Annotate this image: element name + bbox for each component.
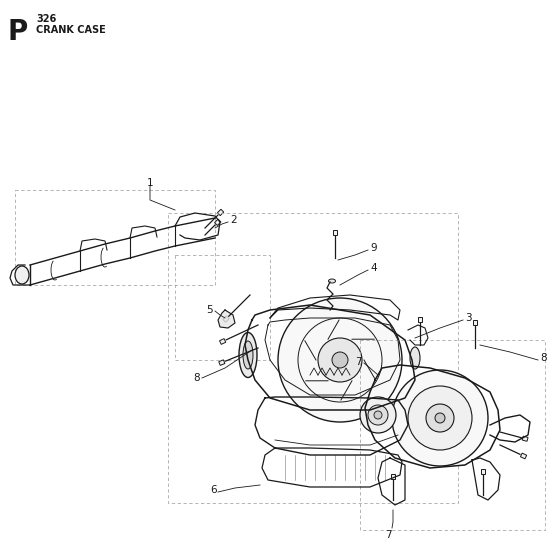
Polygon shape	[214, 219, 221, 226]
Bar	[168, 213, 458, 503]
Polygon shape	[219, 360, 225, 366]
Circle shape	[408, 386, 472, 450]
Circle shape	[278, 298, 402, 422]
Ellipse shape	[243, 341, 253, 369]
Polygon shape	[481, 469, 485, 474]
Polygon shape	[223, 316, 229, 322]
Circle shape	[374, 411, 382, 419]
Circle shape	[368, 405, 388, 425]
Text: 8: 8	[193, 373, 200, 383]
Text: 5: 5	[207, 305, 213, 315]
Ellipse shape	[15, 266, 29, 284]
Ellipse shape	[329, 279, 335, 283]
Text: 8: 8	[540, 353, 547, 363]
Text: 3: 3	[465, 313, 472, 323]
Text: 4: 4	[370, 263, 377, 273]
Text: 6: 6	[210, 485, 217, 495]
Text: CRANK CASE: CRANK CASE	[36, 25, 106, 35]
Polygon shape	[391, 474, 395, 478]
Text: 1: 1	[147, 178, 153, 188]
Polygon shape	[520, 453, 526, 459]
Circle shape	[360, 397, 396, 433]
Text: 7: 7	[385, 530, 391, 540]
Bar	[175, 255, 270, 360]
Text: P: P	[8, 18, 28, 46]
Bar	[360, 340, 545, 530]
Text: 326: 326	[36, 14, 56, 24]
Circle shape	[332, 352, 348, 368]
Text: 9: 9	[370, 243, 377, 253]
Bar	[15, 190, 215, 285]
Circle shape	[435, 413, 445, 423]
Polygon shape	[333, 230, 337, 235]
Text: 2: 2	[230, 215, 237, 225]
Polygon shape	[522, 436, 528, 441]
Polygon shape	[418, 316, 422, 321]
Polygon shape	[473, 320, 477, 324]
Circle shape	[426, 404, 454, 432]
Text: 7: 7	[356, 357, 362, 367]
Polygon shape	[220, 339, 226, 344]
Polygon shape	[217, 209, 224, 216]
Circle shape	[392, 370, 488, 466]
Ellipse shape	[410, 347, 420, 369]
Ellipse shape	[239, 333, 257, 377]
Circle shape	[318, 338, 362, 382]
Polygon shape	[218, 310, 235, 328]
